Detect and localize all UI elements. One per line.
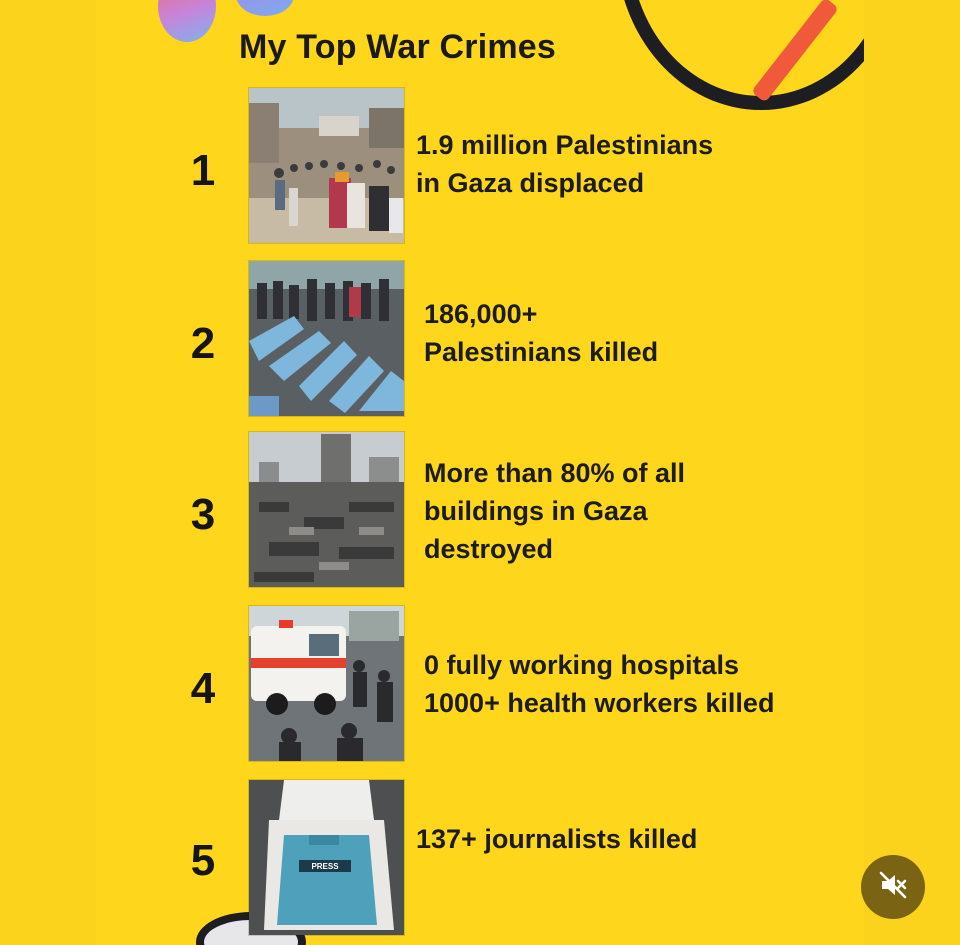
item-caption: More than 80% of all buildings in Gaza d… <box>424 454 685 568</box>
post-title: My Top War Crimes <box>239 28 557 66</box>
crowd-displaced-photo <box>249 88 404 243</box>
svg-text:PRESS: PRESS <box>311 862 339 871</box>
caption-line: buildings in Gaza <box>424 496 648 526</box>
caption-line: in Gaza displaced <box>416 168 645 198</box>
decorative-gradient-circle <box>158 0 216 42</box>
wrapped-bodies-photo <box>249 261 404 416</box>
post-image: My Top War Crimes 1 <box>96 0 864 945</box>
rank-number: 4 <box>190 664 216 713</box>
item-caption: 137+ journalists killed <box>416 820 697 858</box>
outer-background-left <box>0 0 96 945</box>
caption-line: 0 fully working hospitals <box>424 650 740 680</box>
caption-line: 137+ journalists killed <box>416 824 698 854</box>
caption-line: 1000+ health workers killed <box>424 688 775 718</box>
destroyed-buildings-photo <box>249 432 404 587</box>
decorative-gradient-circle-small <box>236 0 294 16</box>
press-vest-photo: PRESS <box>249 780 404 935</box>
caption-line: More than 80% of all <box>424 458 686 488</box>
caption-line: destroyed <box>424 534 554 564</box>
ambulance-photo <box>249 606 404 761</box>
rank-number: 2 <box>190 319 216 368</box>
item-caption: 186,000+ Palestinians killed <box>424 295 658 371</box>
caption-line: 186,000+ <box>424 299 538 329</box>
rank-number: 5 <box>190 836 216 885</box>
speaker-muted-icon <box>878 870 908 905</box>
rank-number: 1 <box>190 146 216 195</box>
rank-number: 3 <box>190 490 216 539</box>
mute-toggle-button[interactable] <box>861 855 925 919</box>
caption-line: Palestinians killed <box>424 337 659 367</box>
item-caption: 0 fully working hospitals 1000+ health w… <box>424 646 774 722</box>
outer-background-right <box>864 0 960 945</box>
caption-line: 1.9 million Palestinians <box>416 130 714 160</box>
item-caption: 1.9 million Palestinians in Gaza displac… <box>416 126 713 202</box>
